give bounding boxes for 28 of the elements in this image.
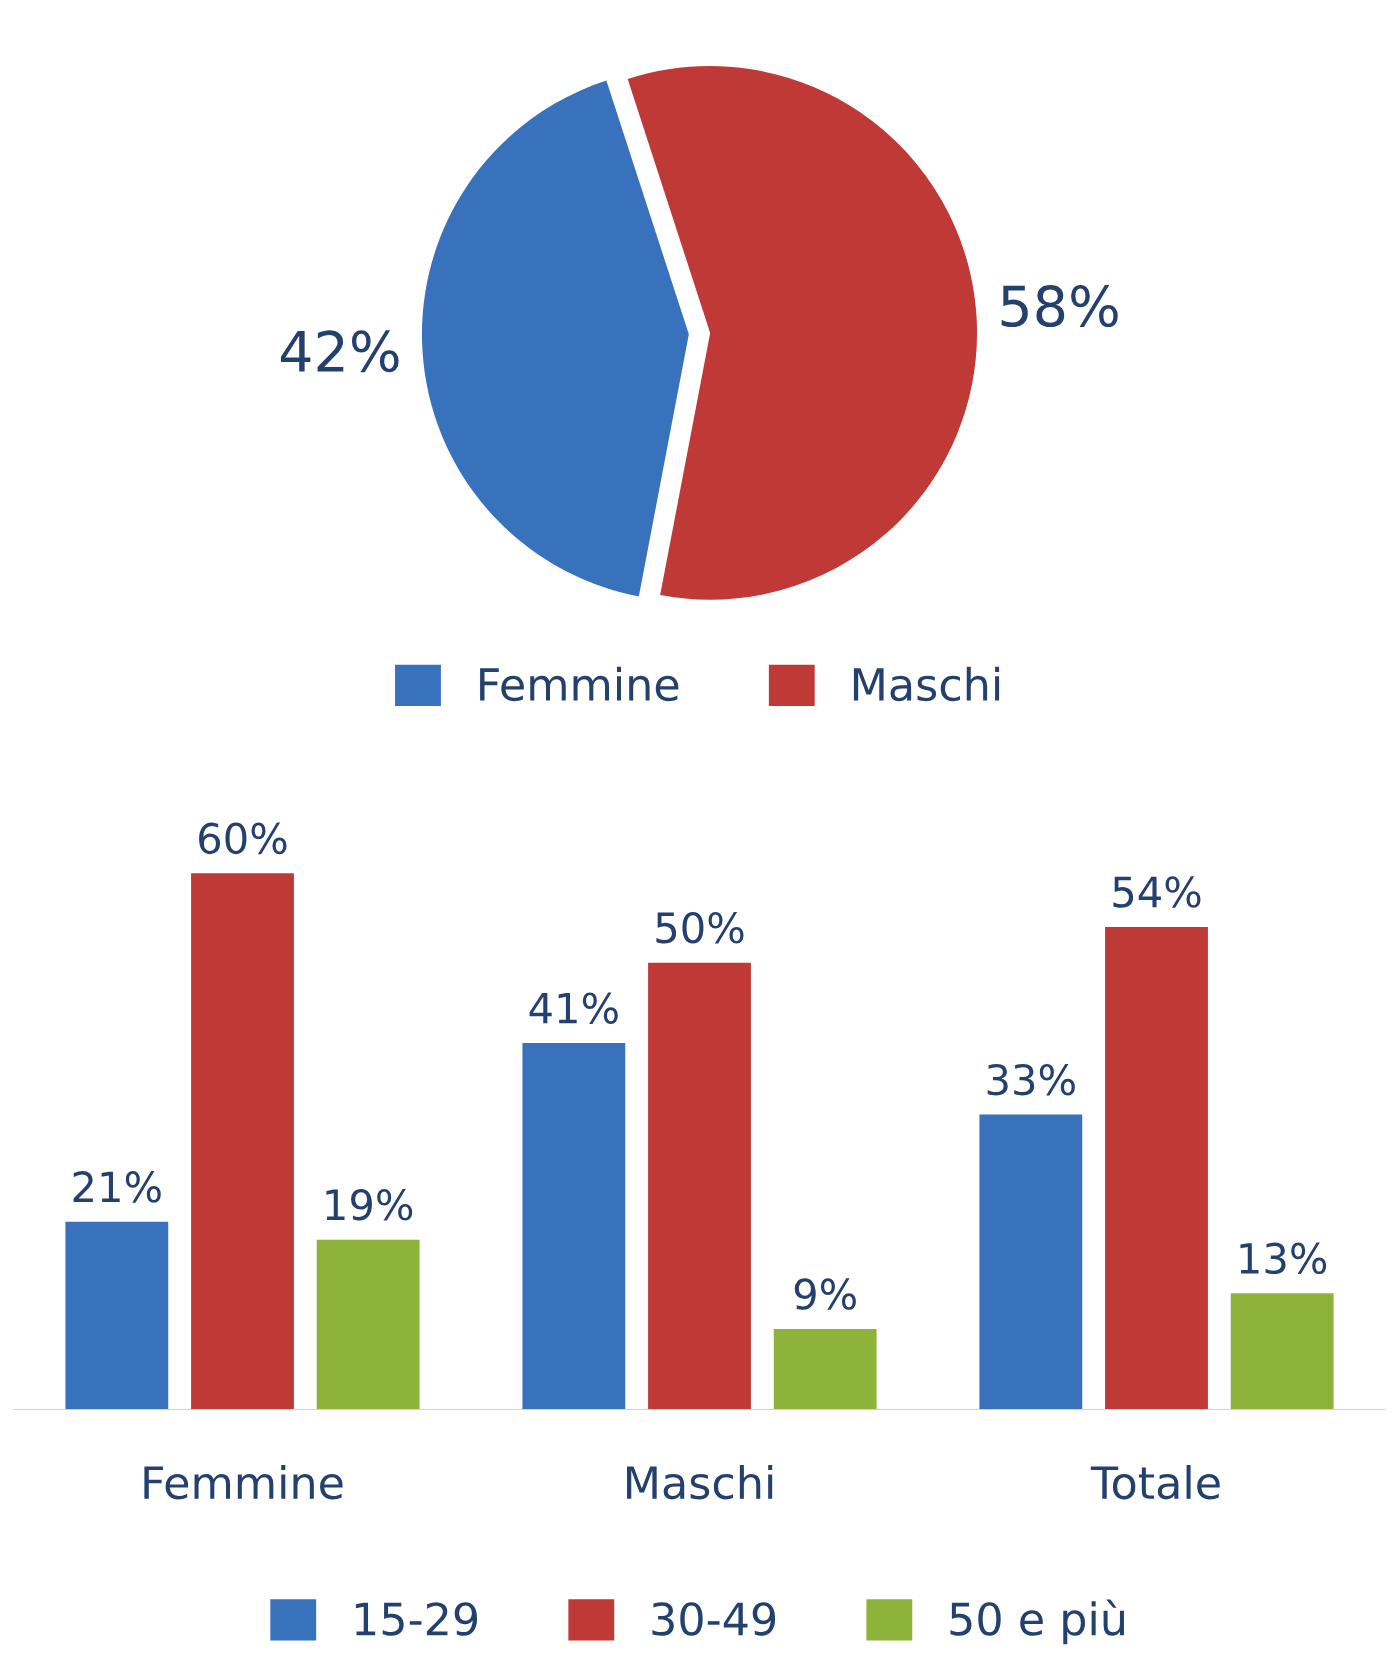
- bar: [1105, 926, 1208, 1410]
- bar: [979, 1114, 1083, 1410]
- x-tick-label: Femmine: [144, 1465, 343, 1500]
- bar: [65, 1221, 169, 1410]
- legend-label: Femmine: [480, 666, 679, 702]
- bar: [648, 962, 751, 1410]
- bar: [191, 873, 294, 1410]
- legend-label: 30-49: [652, 1602, 776, 1636]
- legend-label: 15-29: [355, 1602, 478, 1636]
- bar: [1230, 1293, 1334, 1410]
- data-label: 41%: [529, 992, 618, 1024]
- x-tick-label: Totale: [1090, 1465, 1220, 1500]
- data-label: 33%: [987, 1063, 1075, 1096]
- x-tick-label: Maschi: [627, 1465, 773, 1500]
- bar: [316, 1239, 420, 1410]
- data-label: 9%: [794, 1278, 856, 1310]
- bar: [522, 1043, 626, 1410]
- data-label: 42%: [280, 330, 399, 373]
- data-label: 19%: [326, 1188, 413, 1221]
- legend-label: 50 e più: [950, 1599, 1124, 1645]
- data-label: 21%: [73, 1171, 161, 1203]
- data-label: 58%: [1001, 285, 1118, 328]
- bar: [773, 1329, 877, 1410]
- data-label: 54%: [1113, 876, 1201, 908]
- data-label: 50%: [656, 911, 744, 944]
- data-label: 60%: [199, 822, 287, 855]
- data-label: 13%: [1240, 1242, 1327, 1275]
- legend-label: Maschi: [853, 666, 1000, 702]
